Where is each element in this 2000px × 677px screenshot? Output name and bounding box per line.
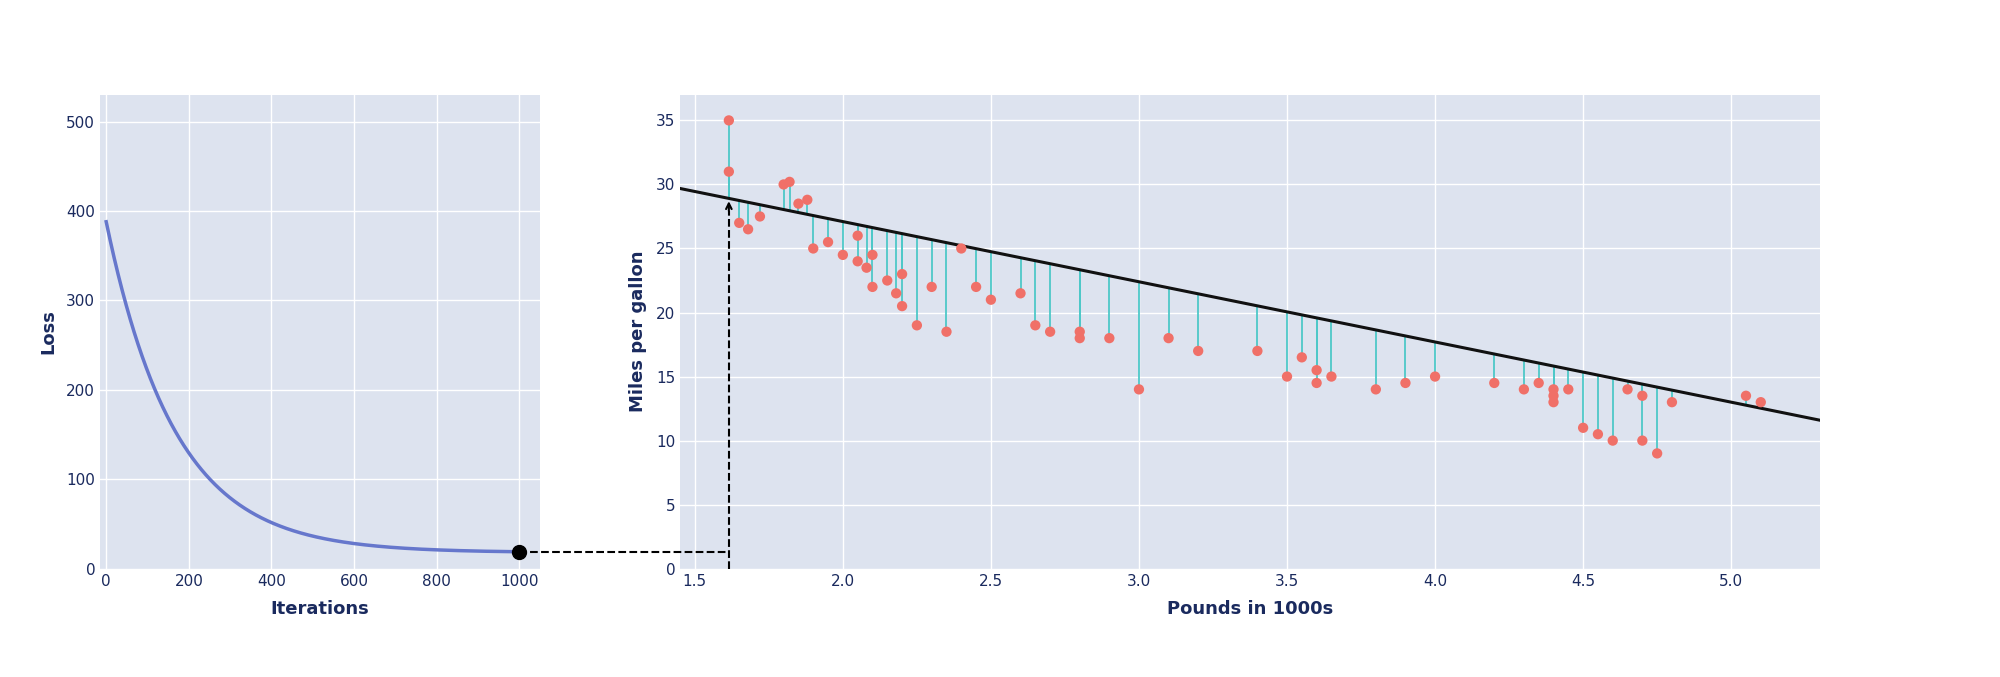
Point (1300, 378, 1332, 389)
Point (1538, 397, 1570, 408)
Y-axis label: Miles per gallon: Miles per gallon (630, 251, 648, 412)
Point (886, 269, 918, 280)
Point (812, 237, 844, 248)
Point (1316, 371, 1348, 382)
Point (1242, 345, 1274, 356)
Point (1272, 371, 1304, 382)
Point (974, 294, 1006, 305)
Point (1744, 397, 1776, 408)
Point (930, 326, 962, 337)
Point (1522, 378, 1554, 389)
Point (782, 198, 814, 209)
Point (1612, 384, 1644, 395)
Point (798, 243, 830, 254)
Point (1064, 326, 1096, 337)
Point (774, 177, 806, 188)
Point (1508, 384, 1540, 395)
Point (826, 249, 858, 260)
Point (1064, 332, 1096, 343)
Point (900, 320, 932, 331)
Point (712, 115, 744, 126)
Point (946, 243, 978, 254)
Point (1626, 435, 1658, 446)
Point (886, 301, 918, 311)
Point (1390, 378, 1422, 389)
Point (1582, 429, 1614, 439)
Point (1286, 352, 1318, 363)
Point (1122, 384, 1154, 395)
Point (1626, 391, 1658, 401)
Point (1552, 384, 1584, 395)
Point (1538, 391, 1570, 401)
Point (768, 179, 800, 190)
Point (842, 230, 874, 241)
Y-axis label: Loss: Loss (40, 309, 58, 354)
Point (1642, 448, 1674, 459)
Point (916, 282, 948, 292)
Point (842, 256, 874, 267)
Point (1568, 422, 1600, 433)
Point (880, 288, 912, 299)
Point (1020, 320, 1052, 331)
Point (712, 167, 744, 177)
Point (1182, 345, 1214, 356)
Point (1596, 435, 1628, 446)
Point (1034, 326, 1066, 337)
Point (1478, 378, 1510, 389)
X-axis label: Iterations: Iterations (270, 600, 370, 617)
Point (856, 282, 888, 292)
Point (732, 224, 764, 235)
Point (872, 275, 904, 286)
X-axis label: Pounds in 1000s: Pounds in 1000s (1166, 600, 1334, 617)
Point (744, 211, 776, 222)
Point (724, 217, 756, 228)
Point (1094, 332, 1126, 343)
Point (1360, 384, 1392, 395)
Point (1538, 384, 1570, 395)
Point (856, 249, 888, 260)
Point (1420, 371, 1452, 382)
Point (1730, 391, 1762, 401)
Point (1152, 332, 1184, 343)
Point (1300, 365, 1332, 376)
Point (792, 194, 824, 205)
Point (850, 262, 882, 273)
Point (1004, 288, 1036, 299)
Point (1656, 397, 1688, 408)
Point (960, 282, 992, 292)
